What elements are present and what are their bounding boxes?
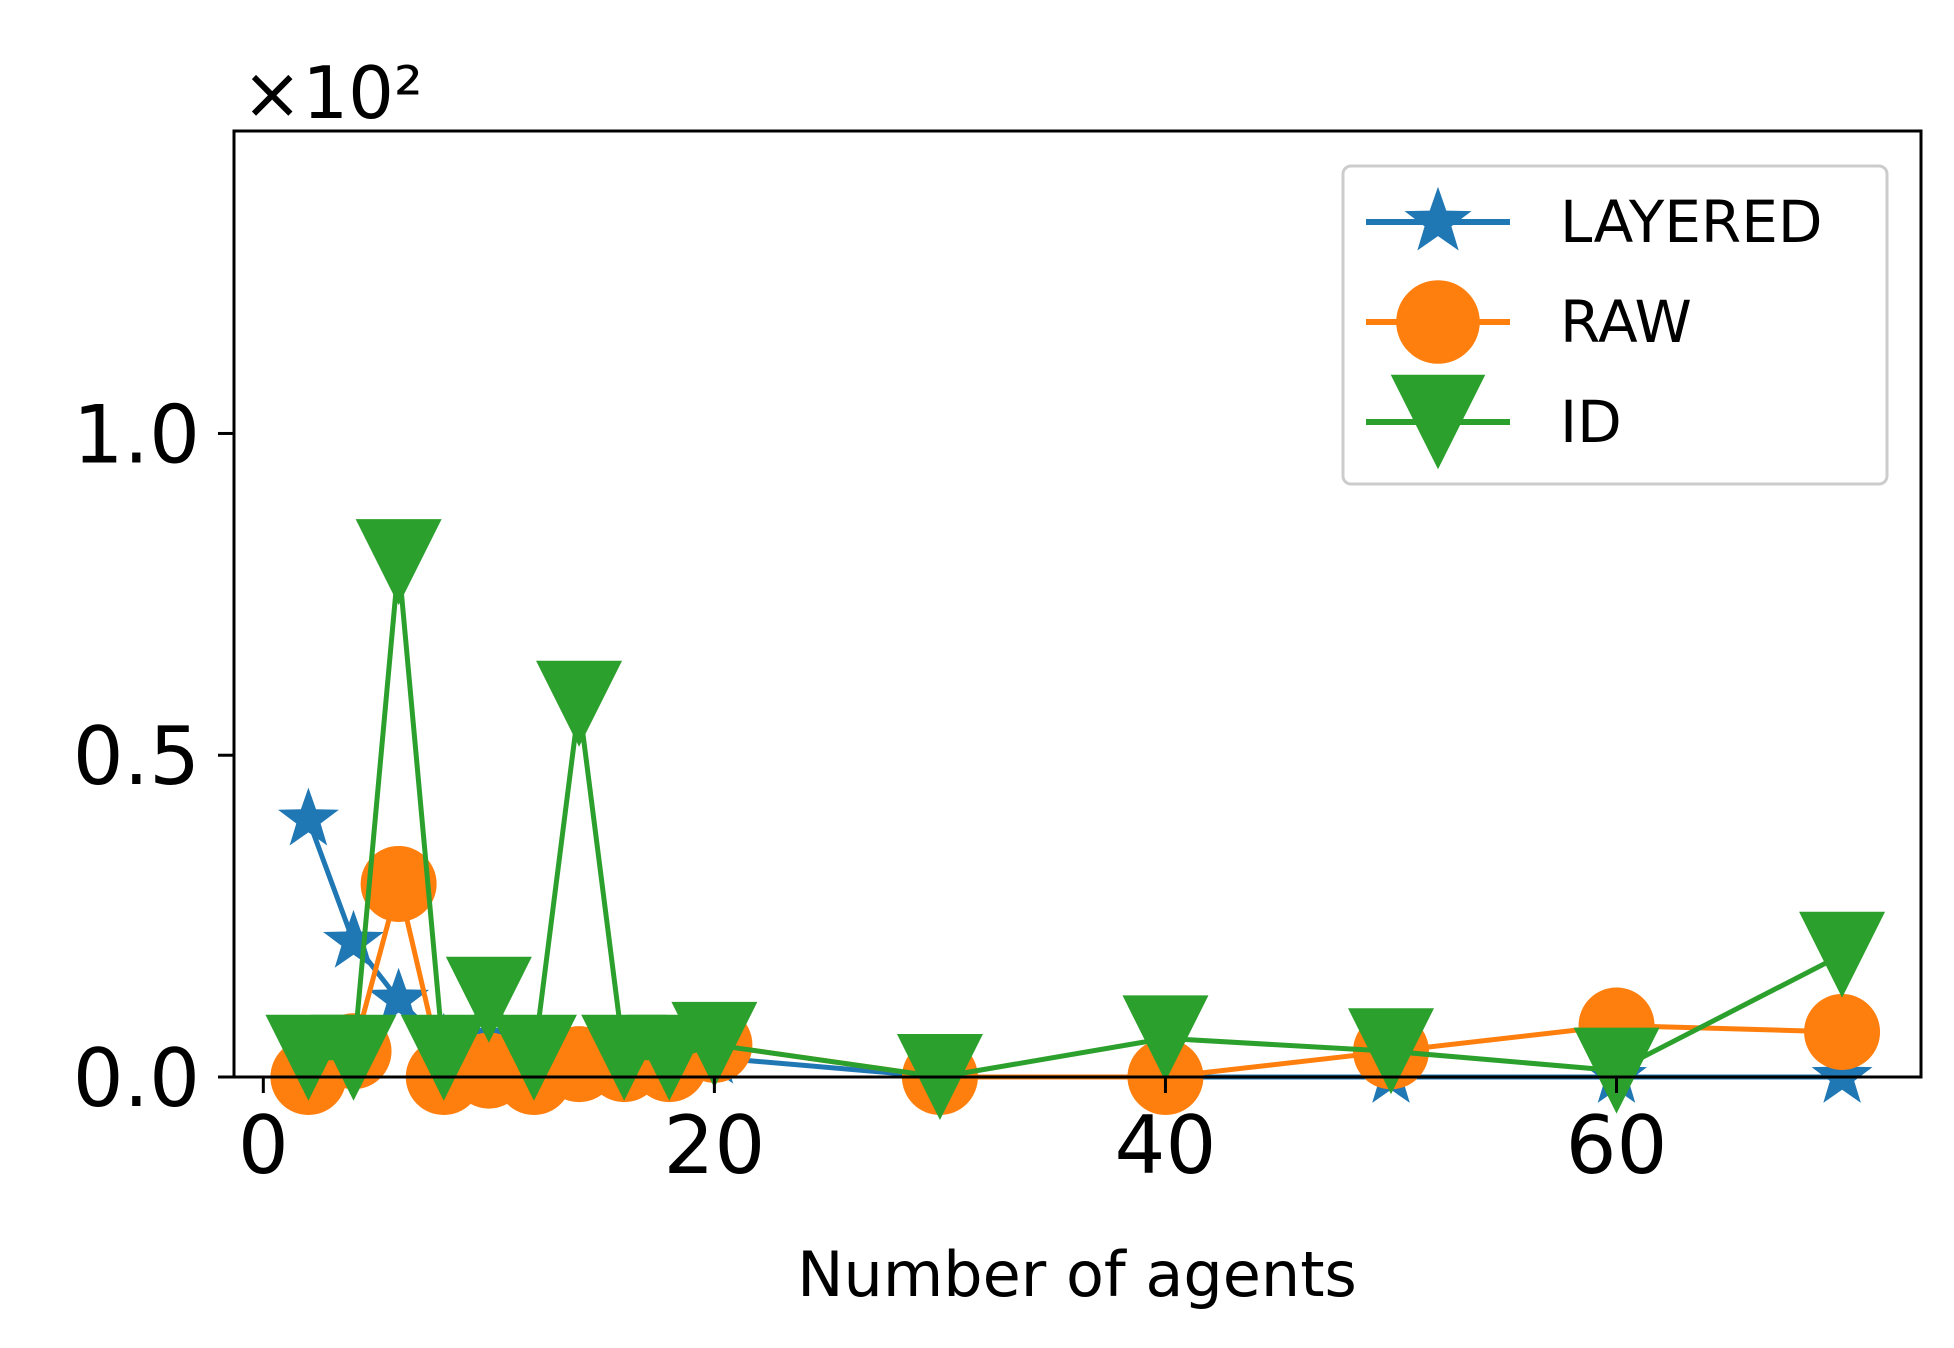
ticks-layer: 0 20 40 60 0.0 0.5 1.0 [73, 388, 1668, 1192]
data-point-id [1347, 1008, 1434, 1095]
data-point-id [445, 956, 532, 1043]
y-tick-label: 1.0 [73, 388, 200, 481]
legend-marker-id [1390, 374, 1486, 470]
data-point-id [536, 660, 623, 747]
legend-label-layered: LAYERED [1560, 188, 1823, 256]
data-point-id [310, 1014, 397, 1101]
y-scale-label: ×10² [242, 51, 423, 135]
data-point-id [1799, 911, 1886, 998]
x-tick-label: 20 [663, 1099, 765, 1192]
x-tick-label: 60 [1566, 1099, 1668, 1192]
data-point-id [1573, 1027, 1660, 1114]
legend-item-layered: LAYERED [1366, 186, 1823, 256]
y-tick-label: 0.0 [73, 1032, 200, 1125]
data-point-layered [278, 787, 339, 846]
x-tick-label: 0 [238, 1099, 289, 1192]
data-point-id [355, 519, 442, 606]
plot-frame [232, 129, 1923, 1079]
x-tick-label: 40 [1115, 1099, 1217, 1192]
plot-layer [265, 519, 1886, 1120]
legend-item-raw: RAW [1366, 280, 1692, 364]
data-point-id [400, 1014, 487, 1101]
data-point-layered [368, 967, 430, 1026]
legend-item-id: ID [1366, 374, 1622, 470]
legend: LAYERED RAW ID [1341, 164, 1889, 486]
data-point-id [671, 1001, 758, 1088]
legend-marker-layered [1404, 186, 1472, 251]
y-tick-label: 0.5 [73, 710, 200, 803]
legend-box [1341, 164, 1889, 486]
data-point-raw [1804, 993, 1881, 1070]
data-point-id [1122, 995, 1209, 1082]
data-point-layered [323, 909, 384, 968]
legend-marker-raw [1396, 280, 1480, 364]
legend-label-raw: RAW [1560, 288, 1692, 356]
series-id [265, 519, 1886, 1120]
data-point-id [490, 1014, 577, 1101]
data-point-raw [360, 845, 437, 922]
legend-label-id: ID [1560, 388, 1622, 456]
data-point-layered [1811, 1045, 1873, 1103]
x-axis-title: Number of agents [797, 1238, 1357, 1311]
